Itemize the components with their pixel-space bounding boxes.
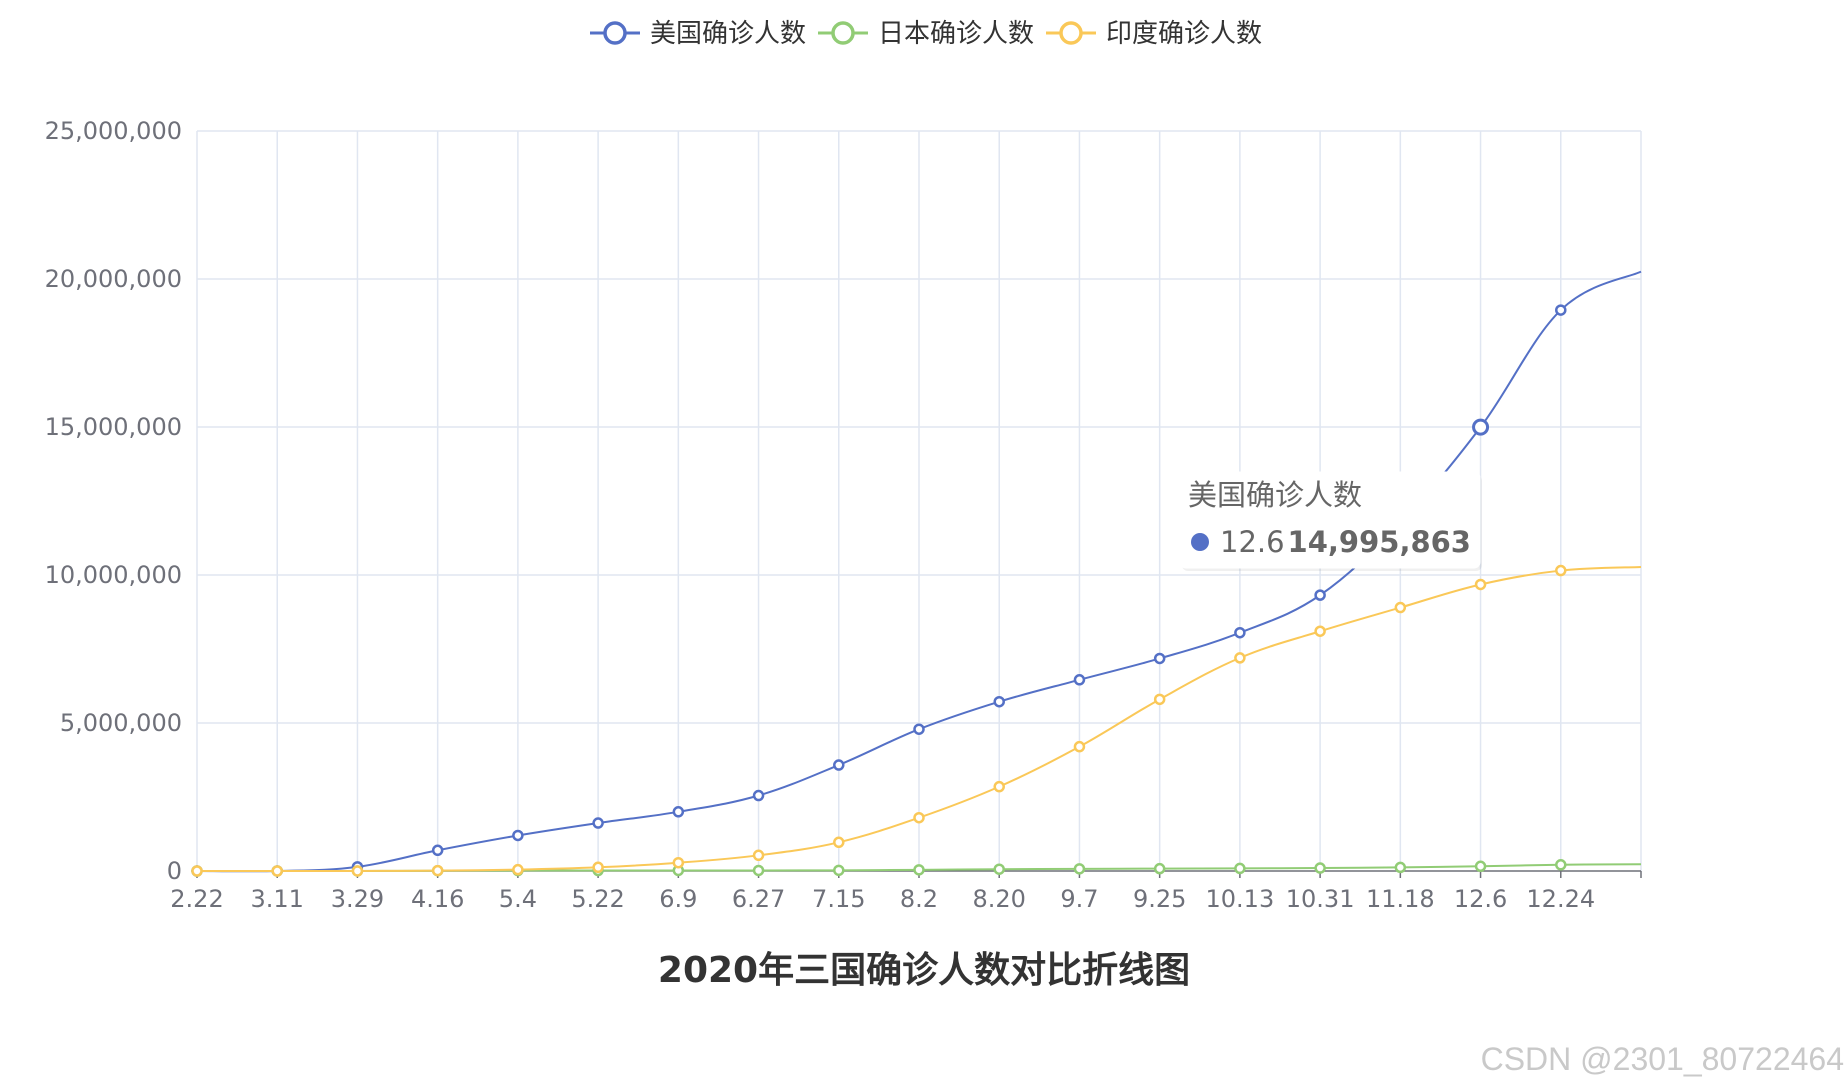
- legend-symbol-circle[interactable]: [831, 21, 855, 45]
- tooltip-marker: [1191, 533, 1209, 551]
- y-tick-label: 10,000,000: [45, 561, 182, 589]
- x-tick-label: 8.20: [973, 885, 1026, 913]
- x-tick-label: 6.27: [732, 885, 785, 913]
- data-point[interactable]: [1314, 862, 1326, 874]
- grid-lines: [196, 130, 1642, 871]
- y-tick-label: 25,000,000: [45, 117, 182, 145]
- data-point[interactable]: [752, 864, 765, 877]
- x-tick-label: 7.15: [812, 885, 865, 913]
- data-point[interactable]: [1314, 589, 1326, 601]
- x-tick-label: 2.22: [170, 885, 223, 913]
- data-point[interactable]: [1474, 860, 1487, 873]
- data-point[interactable]: [913, 723, 925, 735]
- chart-title: 2020年三国确诊人数对比折线图: [658, 950, 1190, 991]
- data-point[interactable]: [1555, 859, 1567, 871]
- data-point[interactable]: [752, 849, 765, 862]
- x-tick-label: 4.16: [411, 885, 464, 913]
- data-point[interactable]: [993, 695, 1005, 708]
- data-point[interactable]: [993, 863, 1005, 875]
- data-point[interactable]: [752, 789, 765, 802]
- watermark: CSDN @2301_80722464: [1480, 1041, 1844, 1077]
- y-tick-label: 5,000,000: [60, 709, 182, 737]
- data-point[interactable]: [592, 861, 604, 874]
- data-point[interactable]: [351, 865, 364, 877]
- y-tick-label: 15,000,000: [45, 413, 182, 441]
- legend-item-label[interactable]: 美国确诊人数: [650, 19, 806, 49]
- tooltip: 美国确诊人数 12.6 14,995,863: [1179, 471, 1482, 571]
- tooltip-category: 12.6: [1220, 525, 1285, 559]
- x-tick-label: 9.7: [1060, 885, 1098, 913]
- legend-item-label[interactable]: 印度确诊人数: [1106, 19, 1262, 49]
- data-point[interactable]: [512, 829, 524, 842]
- x-tick-label: 9.25: [1133, 885, 1186, 913]
- data-point[interactable]: [1153, 862, 1166, 875]
- x-tick-label: 6.9: [659, 885, 697, 913]
- data-point[interactable]: [271, 865, 283, 877]
- data-point[interactable]: [1234, 652, 1246, 664]
- data-point[interactable]: [1234, 626, 1246, 639]
- data-point[interactable]: [1153, 652, 1166, 665]
- legend[interactable]: 美国确诊人数 日本确诊人数 印度确诊人数: [590, 19, 1262, 49]
- data-point[interactable]: [1073, 740, 1086, 753]
- tooltip-value: 14,995,863: [1288, 525, 1471, 559]
- y-tick-label: 20,000,000: [45, 265, 182, 293]
- data-point[interactable]: [431, 844, 444, 857]
- data-point[interactable]: [1234, 862, 1246, 875]
- tooltip-series-name: 美国确诊人数: [1188, 478, 1362, 512]
- data-point[interactable]: [1314, 625, 1326, 637]
- data-point[interactable]: [833, 759, 845, 771]
- x-tick-label: 3.29: [331, 885, 384, 913]
- data-point[interactable]: [1555, 304, 1567, 316]
- legend-item-label[interactable]: 日本确诊人数: [878, 19, 1034, 49]
- x-tick-label: 11.18: [1366, 885, 1435, 913]
- tooltip-box: [1179, 471, 1481, 569]
- data-point[interactable]: [993, 780, 1005, 793]
- x-tick-label: 10.13: [1206, 885, 1275, 913]
- data-point[interactable]: [833, 836, 845, 849]
- series-lines: [191, 270, 1642, 877]
- y-tick-label: 0: [167, 857, 182, 885]
- legend-symbol-circle[interactable]: [1059, 21, 1083, 45]
- data-point[interactable]: [1472, 418, 1490, 436]
- data-point[interactable]: [1394, 861, 1407, 874]
- data-point[interactable]: [1073, 674, 1086, 686]
- data-point[interactable]: [191, 865, 203, 877]
- data-point[interactable]: [1073, 863, 1086, 875]
- data-point[interactable]: [1153, 693, 1166, 706]
- data-point[interactable]: [1555, 564, 1567, 577]
- data-point[interactable]: [1474, 578, 1487, 591]
- data-point[interactable]: [431, 864, 444, 877]
- data-point[interactable]: [512, 863, 524, 876]
- data-point[interactable]: [913, 864, 925, 876]
- data-point[interactable]: [672, 856, 685, 869]
- x-tick-label: 8.2: [900, 885, 938, 913]
- x-tick-label: 5.22: [571, 885, 624, 913]
- x-tick-label: 3.11: [251, 885, 304, 913]
- legend-symbol-circle[interactable]: [603, 21, 627, 45]
- x-tick-label: 5.4: [499, 885, 537, 913]
- x-tick-label: 12.24: [1526, 885, 1595, 913]
- data-point[interactable]: [1394, 601, 1407, 614]
- data-point[interactable]: [913, 811, 925, 824]
- data-point[interactable]: [592, 817, 604, 829]
- data-point[interactable]: [672, 806, 685, 818]
- x-tick-label: 10.31: [1286, 885, 1355, 913]
- data-point[interactable]: [833, 864, 845, 877]
- x-tick-label: 12.6: [1454, 885, 1507, 913]
